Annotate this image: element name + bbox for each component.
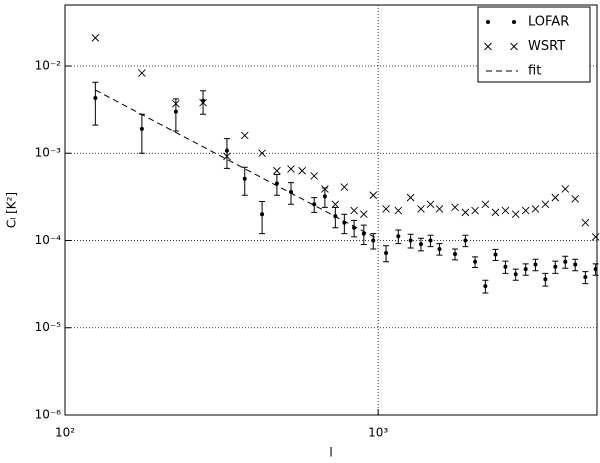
point: [483, 284, 488, 289]
point: [437, 246, 442, 251]
error-bar: [92, 81, 99, 126]
point: [371, 238, 376, 243]
plot-frame: [64, 4, 598, 416]
point: [471, 206, 479, 215]
point: [310, 172, 319, 180]
point: [350, 206, 358, 215]
point: [242, 176, 247, 181]
y-tick-label: 10⁻²: [35, 58, 62, 72]
point: [258, 149, 266, 158]
point: [369, 191, 378, 200]
y-tick-label: 10⁻⁶: [35, 408, 62, 422]
point: [551, 193, 560, 202]
point: [521, 206, 530, 215]
point: [223, 152, 231, 161]
error-bar: [138, 113, 145, 154]
point: [561, 185, 570, 193]
point: [453, 252, 458, 257]
point: [394, 206, 403, 215]
point: [533, 262, 538, 267]
point: [563, 259, 568, 264]
legend-label: LOFAR: [528, 15, 569, 30]
point: [571, 195, 580, 203]
point: [224, 148, 229, 153]
point: [359, 210, 368, 219]
point: [511, 210, 520, 219]
point: [91, 34, 100, 42]
point: [199, 98, 207, 107]
point: [481, 200, 490, 209]
point: [396, 234, 401, 239]
point: [361, 231, 366, 236]
point: [591, 233, 600, 241]
legend-box: [477, 6, 591, 83]
point: [139, 126, 144, 131]
y-tick-label: 10⁻⁴: [35, 233, 62, 247]
point: [461, 208, 470, 217]
point: [513, 272, 518, 277]
y-axis-label: Cₗ [K²]: [5, 192, 19, 228]
point: [543, 277, 548, 282]
point: [486, 20, 490, 24]
point: [312, 202, 317, 207]
point: [531, 205, 540, 213]
error-bar: [223, 138, 230, 169]
point: [583, 275, 588, 280]
point: [172, 99, 180, 108]
point: [428, 238, 433, 243]
point: [260, 212, 265, 217]
point: [553, 264, 558, 269]
point: [463, 238, 468, 243]
point: [321, 185, 329, 193]
x-tick-label: 10³: [368, 426, 388, 440]
point: [173, 109, 178, 114]
point: [273, 166, 281, 175]
point: [340, 183, 349, 191]
point: [418, 242, 423, 247]
point: [493, 252, 498, 257]
point: [503, 264, 508, 269]
point: [484, 42, 492, 51]
x-axis-label: l: [329, 446, 332, 460]
point: [138, 69, 146, 77]
point: [473, 259, 478, 264]
point: [408, 238, 413, 243]
point: [274, 181, 279, 186]
point: [593, 267, 598, 272]
point: [417, 205, 425, 213]
point: [573, 262, 578, 267]
error-bar: [241, 166, 248, 196]
y-tick-label: 10⁻⁵: [35, 320, 62, 334]
point: [501, 206, 510, 215]
point: [384, 250, 389, 255]
point: [523, 267, 528, 272]
legend-label: WSRT: [528, 39, 565, 54]
point: [298, 166, 306, 175]
y-tick-label: 10⁻³: [35, 146, 62, 160]
x-tick-label: 10²: [55, 426, 75, 440]
error-bar: [259, 200, 266, 235]
point: [435, 205, 444, 213]
legend-label: fit: [528, 64, 541, 79]
point: [287, 165, 295, 173]
point: [322, 194, 327, 199]
point: [406, 193, 415, 202]
point: [331, 200, 340, 209]
fit-line: [95, 89, 379, 240]
point: [541, 200, 550, 209]
point: [93, 95, 98, 100]
point: [382, 205, 390, 213]
point: [426, 200, 435, 209]
point: [491, 208, 500, 217]
point: [240, 131, 249, 140]
point: [581, 218, 590, 227]
point: [512, 20, 516, 24]
point: [451, 203, 459, 212]
point: [510, 42, 518, 51]
